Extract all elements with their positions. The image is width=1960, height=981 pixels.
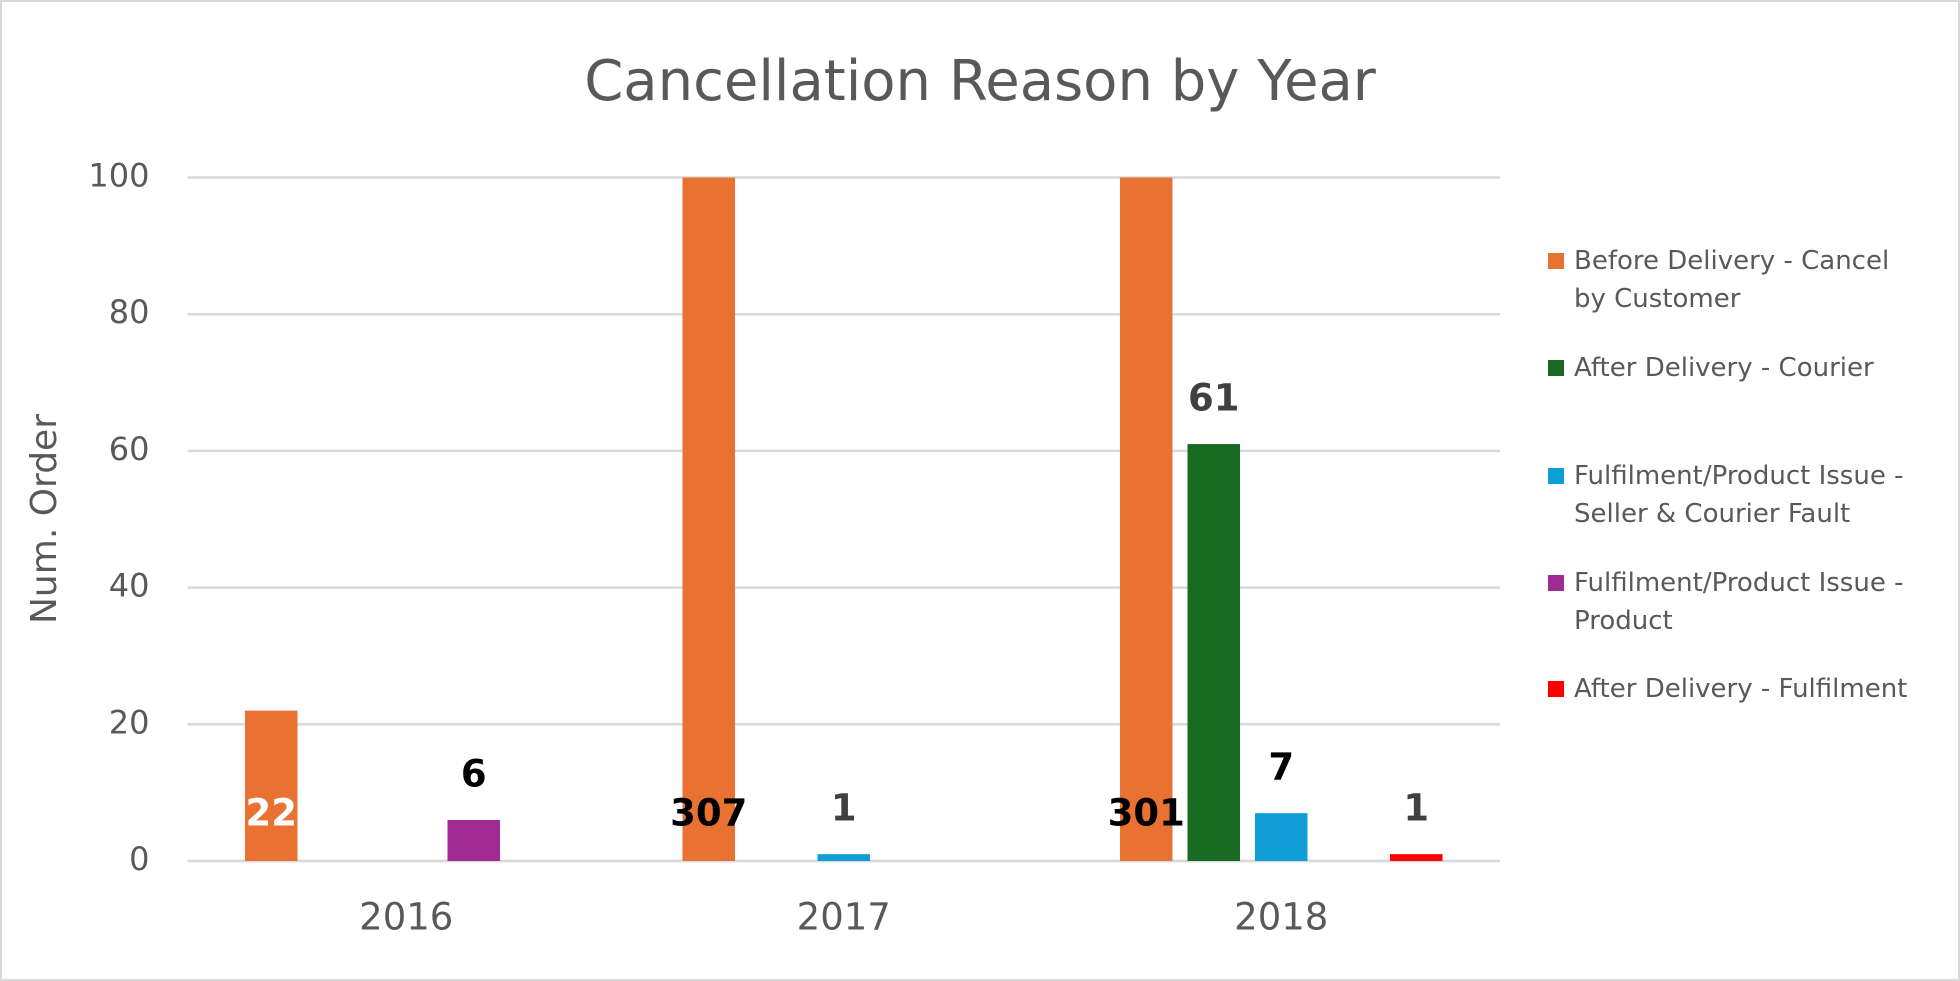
data-label: 6	[461, 752, 487, 795]
data-label: 61	[1188, 377, 1240, 420]
chart-title: Cancellation Reason by Year	[584, 49, 1377, 114]
bar	[1255, 813, 1308, 861]
bar	[817, 854, 870, 861]
bar	[1120, 177, 1173, 861]
legend-label: After Delivery - Fulfilment	[1574, 674, 1908, 704]
y-tick-label: 60	[109, 430, 150, 468]
bar	[682, 177, 735, 861]
data-label: 1	[831, 787, 857, 830]
y-tick-label: 20	[109, 703, 150, 741]
legend-label: Fulfilment/Product Issue - Seller & Cour…	[1574, 461, 1904, 529]
legend-item: Before Delivery - Cancel by Customer	[1548, 242, 1914, 318]
data-label: 307	[670, 792, 747, 835]
data-label: 7	[1268, 746, 1294, 789]
legend-swatch	[1548, 681, 1564, 697]
data-label: 22	[246, 792, 298, 835]
y-tick-label: 0	[129, 840, 149, 878]
x-tick-label: 2016	[359, 896, 453, 939]
y-axis-label: Num. Order	[24, 414, 65, 624]
bar	[1390, 854, 1443, 861]
data-label: 1	[1403, 787, 1429, 830]
bar	[245, 710, 298, 861]
legend-label: After Delivery - Courier	[1574, 353, 1874, 383]
bar	[1187, 444, 1240, 861]
legend-item: Fulfilment/Product Issue - Product	[1548, 564, 1914, 640]
legend-item: After Delivery - Courier	[1548, 349, 1914, 387]
legend-label: Fulfilment/Product Issue - Product	[1574, 568, 1904, 636]
y-tick-label: 40	[109, 567, 150, 605]
y-tick-label: 80	[109, 293, 150, 331]
legend-swatch	[1548, 360, 1564, 376]
legend-item: Fulfilment/Product Issue - Seller & Cour…	[1548, 457, 1914, 533]
legend-item: After Delivery - Fulfilment	[1548, 670, 1914, 708]
data-label: 301	[1108, 792, 1185, 835]
legend-swatch	[1548, 253, 1564, 269]
legend-swatch	[1548, 575, 1564, 591]
x-tick-label: 2017	[797, 896, 891, 939]
legend-swatch	[1548, 468, 1564, 484]
legend-label: Before Delivery - Cancel by Customer	[1574, 246, 1890, 314]
x-tick-label: 2018	[1234, 896, 1328, 939]
y-tick-label: 100	[88, 157, 149, 195]
bar	[447, 819, 500, 861]
